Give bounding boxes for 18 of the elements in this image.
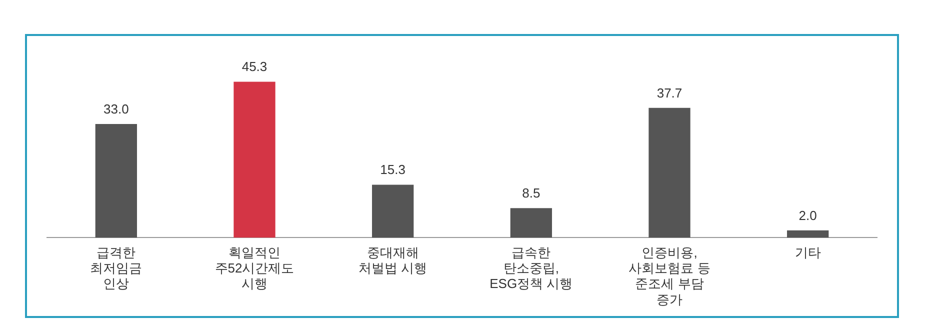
bar	[234, 82, 276, 238]
x-tick-label: 급속한 탄소중립, ESG정책 시행	[490, 244, 573, 292]
bar	[95, 124, 137, 238]
bar	[648, 108, 690, 238]
bar	[787, 230, 829, 238]
x-tick-label: 획일적인 주52시간제도 시행	[214, 244, 294, 292]
x-tick-label: 급격한 최저임금 인상	[90, 244, 142, 292]
bar	[372, 184, 414, 238]
x-tick-label: 기타	[794, 244, 821, 260]
x-tick-label: 중대재해 처벌법 시행	[358, 244, 428, 276]
data-label: 2.0	[798, 208, 817, 223]
data-label: 15.3	[380, 162, 406, 178]
data-label: 45.3	[242, 59, 268, 74]
data-label: 33.0	[104, 101, 129, 116]
data-label: 37.7	[656, 85, 682, 100]
data-label: 8.5	[522, 186, 540, 201]
x-tick-label: 인증비용, 사회보험료 등 준조세 부담 증가	[628, 244, 710, 307]
bar	[510, 208, 552, 238]
